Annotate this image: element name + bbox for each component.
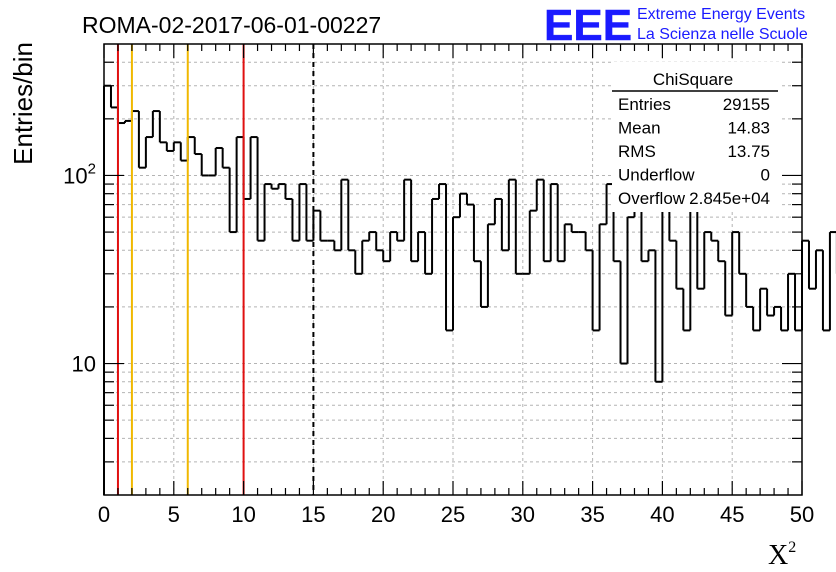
stats-label: Mean [618, 119, 661, 138]
x-tick-label: 35 [580, 502, 604, 527]
x-tick-label: 0 [98, 502, 110, 527]
x-tick-label: 15 [301, 502, 325, 527]
x-tick-label: 20 [371, 502, 395, 527]
stats-label: Overflow [618, 189, 686, 208]
stats-value: 14.83 [727, 119, 770, 138]
y-tick-labels: 10 102 [63, 160, 96, 376]
stats-value: 29155 [723, 95, 770, 114]
y-tick-label: 102 [63, 160, 96, 188]
stats-value: 0 [761, 166, 770, 185]
y-axis-label: Entries/bin [8, 42, 38, 165]
stats-box-background [612, 62, 780, 212]
x-axis-label: X2 [768, 539, 796, 571]
eee-logo-mark: EEE [544, 1, 632, 50]
x-tick-label: 25 [441, 502, 465, 527]
stats-label: RMS [618, 142, 656, 161]
stats-value: 13.75 [727, 142, 770, 161]
stats-label: Entries [618, 95, 671, 114]
stats-label: Underflow [618, 166, 695, 185]
x-tick-label: 40 [650, 502, 674, 527]
eee-logo-line2: La Scienza nelle Scuole [637, 26, 808, 43]
stats-box: ChiSquare Entries 29155 Mean 14.83 RMS 13.75 U… [612, 62, 780, 212]
x-tick-label: 45 [720, 502, 744, 527]
x-tick-labels: 0 5 10 15 20 25 30 35 40 45 50 [98, 502, 814, 527]
stats-value: 2.845e+04 [689, 189, 770, 208]
chart-title: ROMA-02-2017-06-01-00227 [82, 12, 381, 38]
x-tick-label: 10 [231, 502, 255, 527]
x-tick-label: 5 [168, 502, 180, 527]
eee-logo-line1: Extreme Energy Events [637, 6, 805, 23]
grid [104, 44, 802, 495]
stats-box-title: ChiSquare [653, 70, 733, 89]
x-tick-label: 30 [511, 502, 535, 527]
axis-ticks [103, 44, 803, 495]
eee-logo: EEE Extreme Energy Events La Scienza nel… [544, 1, 808, 51]
threshold-lines [116, 44, 315, 495]
y-tick-label: 10 [72, 352, 96, 377]
x-tick-label: 50 [790, 502, 814, 527]
